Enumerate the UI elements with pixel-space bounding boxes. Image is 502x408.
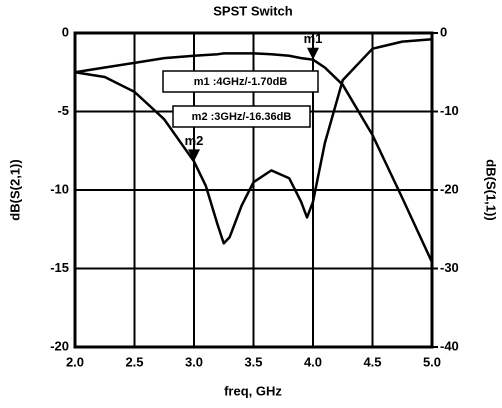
x-tick-label: 5.0 xyxy=(423,354,441,369)
x-tick-label: 4.0 xyxy=(304,354,322,369)
marker-label: m1 :4GHz/-1.70dB xyxy=(194,76,288,88)
marker-name: m1 xyxy=(304,31,323,46)
x-tick-label: 4.5 xyxy=(363,354,381,369)
x-tick-label: 3.0 xyxy=(185,354,203,369)
marker-box xyxy=(162,70,319,93)
y2-tick-label: -10 xyxy=(440,103,459,118)
y2-tick-label: -20 xyxy=(440,181,459,196)
y-tick-label: -15 xyxy=(50,260,69,275)
x-axis-title: freq, GHz xyxy=(224,383,282,398)
y-tick-label: -20 xyxy=(50,338,69,353)
y-tick-label: -5 xyxy=(57,103,69,118)
marker-box xyxy=(172,105,311,128)
x-tick-label: 3.5 xyxy=(244,354,262,369)
chart-title: SPST Switch xyxy=(213,3,293,18)
marker xyxy=(188,149,200,162)
x-tick-label: 2.5 xyxy=(125,354,143,369)
x-tick-label: 2.0 xyxy=(66,354,84,369)
plot-frame xyxy=(73,31,434,349)
data-line xyxy=(74,52,434,263)
y-tick-label: 0 xyxy=(62,24,69,39)
y-tick-label: -10 xyxy=(50,181,69,196)
y2-tick-label: 0 xyxy=(440,24,447,39)
y2-tick-label: -40 xyxy=(440,338,459,353)
marker xyxy=(307,47,319,60)
y2-axis-title: dB(S(1,1)) xyxy=(484,159,499,220)
data-line xyxy=(74,38,433,245)
marker-name: m2 xyxy=(185,133,204,148)
marker-label: m2 :3GHz/-16.36dB xyxy=(192,111,292,123)
y-axis-title: dB(S(2,1)) xyxy=(7,159,22,220)
y2-tick-label: -30 xyxy=(440,260,459,275)
